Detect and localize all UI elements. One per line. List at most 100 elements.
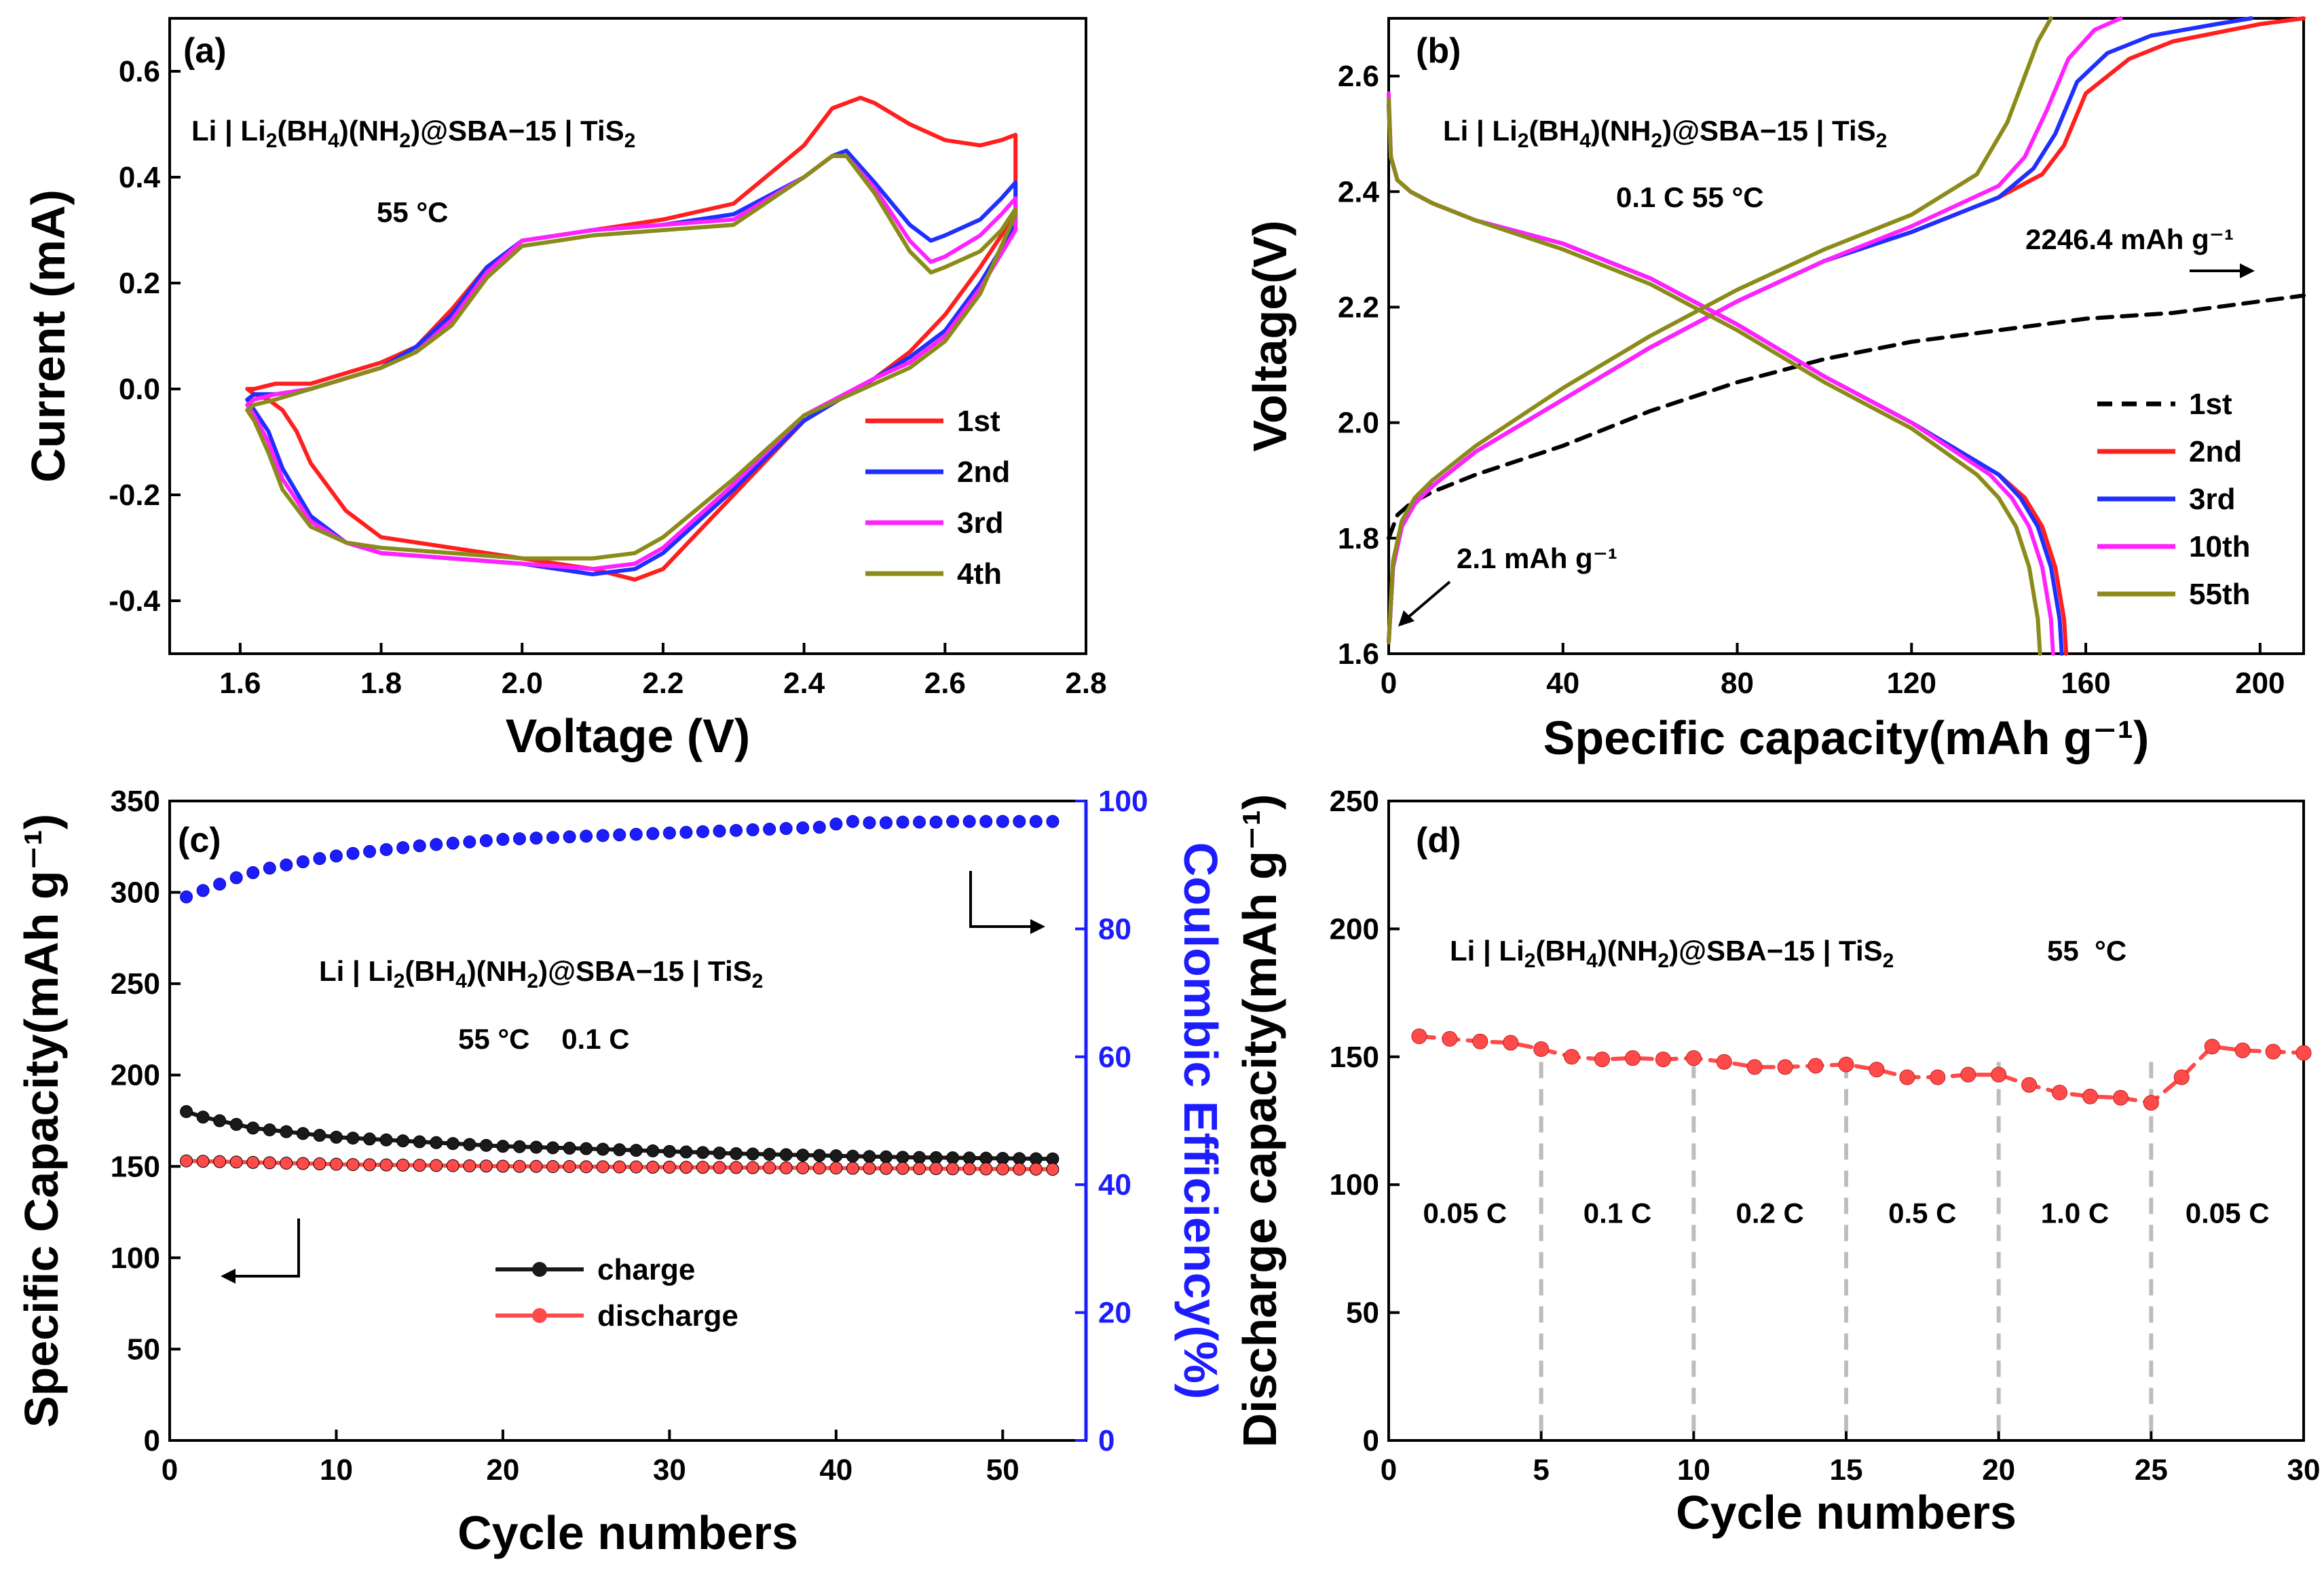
charge-point [213,1114,227,1128]
y-axis-title: Voltage(V) [1243,221,1296,452]
panel-b: 0 40 80 120 160 200 1.6 1.8 2.0 2.2 2.4 2.6 (b) Li | … [1243,16,2306,764]
discharge-point [679,1161,693,1174]
discharge-point [763,1161,776,1174]
discharge-point [246,1155,260,1169]
text-span: 2 [399,130,411,152]
discharge-point [2021,1077,2038,1093]
text-span: )@SBA−15 | TiS [1662,115,1876,147]
charge-point [329,1130,343,1144]
coulombic-efficiency-point [929,815,943,829]
coulombic-efficiency-point [346,846,360,860]
text-span: )(NH [339,115,400,147]
plot-frame [1387,17,2305,655]
charge-point [679,1145,693,1159]
x-tick-label: 10 [1677,1453,1710,1487]
discharge-point [479,1159,493,1173]
y-axis-title: Specific Capacity(mAh g⁻¹) [15,814,68,1428]
discharge-point [563,1160,576,1174]
coulombic-efficiency-point [613,828,626,842]
temperature-label: 55 °C [2047,935,2126,967]
coulombic-efficiency-point [596,829,610,842]
discharge-point [1807,1058,1824,1074]
coulombic-efficiency-point [879,816,893,830]
x-tick-label: 1.6 [219,667,261,700]
coulombic-efficiency-point [962,815,976,828]
text-span: 4 [1586,950,1598,972]
coulombic-efficiency-point [846,815,859,828]
charge-point [879,1150,893,1163]
cell-configuration-label: Li | Li2(BH4)(NH2)@SBA−15 | TiS2 [191,115,635,152]
rate-label: 1.0 C [2041,1197,2109,1229]
x-tick-label: 2.4 [783,667,825,700]
right-y-tick-label: 0 [1098,1424,1114,1457]
discharge-point [713,1161,726,1174]
x-tick-label: 30 [2287,1453,2321,1487]
discharge-point [962,1162,976,1176]
charge-point [812,1149,826,1162]
x-tick-label: 0 [1381,667,1397,700]
arrow-shaft [1402,580,1451,622]
discharge-point [1655,1051,1671,1068]
charge-point [379,1133,393,1147]
x-tick-label: 0 [1381,1453,1397,1487]
y-tick-label: 1.8 [1338,522,1379,555]
y-tick-label: -0.2 [109,479,160,512]
discharge-point [313,1157,326,1171]
rate-label: 0.2 C [1736,1197,1803,1229]
x-tick-label: 15 [1830,1453,1863,1487]
coulombic-efficiency-point [779,822,793,836]
coulombic-efficiency-point [213,877,227,891]
text-span: 2 [527,970,538,992]
discharge-point [1869,1062,1885,1078]
discharge-point [2173,1069,2190,1085]
discharge-point [430,1159,443,1172]
y-tick-label: 50 [1346,1297,1379,1330]
text-span: 4 [1579,130,1591,152]
coulombic-efficiency-point [679,825,693,839]
coulombic-efficiency-point [396,841,410,855]
coulombic-efficiency-point [1013,815,1026,828]
x-tick-label: 2.8 [1065,667,1106,700]
y-tick-label: 300 [111,876,160,910]
coulombic-efficiency-point [829,817,843,831]
x-tick-label: 30 [653,1453,686,1487]
charge-point [263,1123,276,1136]
legend-label: 1st [2189,388,2232,421]
condition-label: 0.1 C 55 °C [1616,181,1764,213]
charge-point [796,1149,810,1162]
discharge-point [296,1157,310,1170]
y-tick-label: 150 [1330,1041,1379,1074]
coulombic-efficiency-point [812,821,826,834]
discharge-point [363,1158,377,1172]
voltage-profile-line [1387,16,2123,644]
coulombic-efficiency-point [979,815,993,828]
charge-point [479,1138,493,1152]
legend-marker [532,1262,547,1277]
charge-point [346,1132,360,1145]
charge-point [730,1147,743,1160]
y-tick-label: 250 [1330,785,1379,818]
discharge-point [1930,1069,1946,1085]
panel-c: 0 10 20 30 40 50 0 50 100 150 200 250 300 350 0 20 40 60 8… [15,785,1227,1559]
coulombic-efficiency-point [180,890,193,904]
x-tick-label: 160 [2061,667,2110,700]
charge-point [846,1149,859,1163]
right-y-axis-title: Coulombic Efficiency(%) [1174,842,1227,1400]
coulombic-efficiency-point [313,852,326,865]
discharge-point [1777,1059,1793,1075]
y-tick-label: 0.0 [119,373,160,406]
charge-point [662,1144,676,1158]
coulombic-efficiency-point [1029,815,1043,828]
y-tick-label: 0.4 [119,161,161,194]
text-span: )@SBA−15 | TiS [1669,935,1883,967]
coulombic-efficiency-point [496,833,510,846]
text-span: 2 [1651,130,1662,152]
coulombic-efficiency-point [512,832,526,846]
discharge-point [730,1161,743,1174]
charge-point [563,1141,576,1155]
panel-d: 0 5 10 15 20 25 30 0 50 100 150 200 250 0.05 C 0.1 C 0.… [1233,785,2320,1539]
discharge-point [1046,1163,1060,1176]
y-tick-label: 100 [1330,1168,1379,1202]
discharge-point [1746,1059,1763,1075]
